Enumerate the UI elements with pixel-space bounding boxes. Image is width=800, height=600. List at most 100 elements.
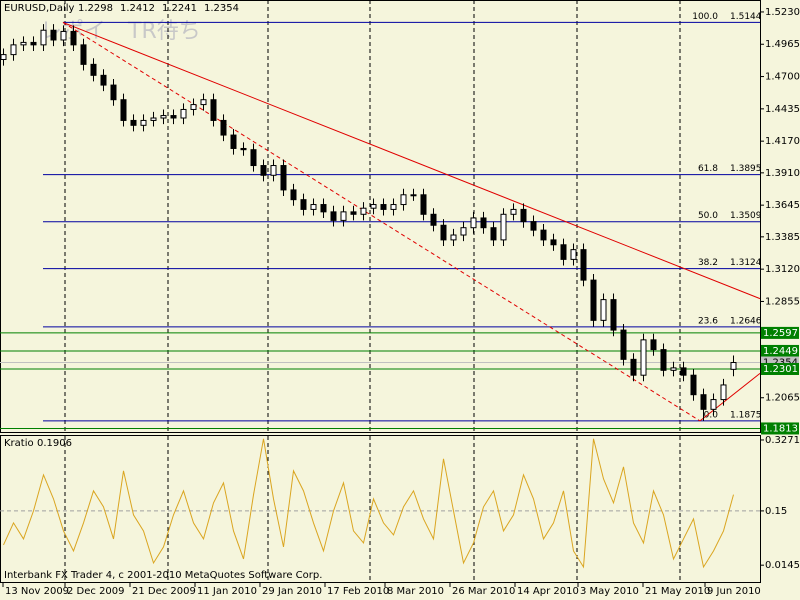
fib-price-label: 1.2646 <box>730 316 762 326</box>
fib-level-label: 0.0 <box>704 410 719 420</box>
candle-body <box>90 63 97 76</box>
candle-body <box>710 399 717 410</box>
header-value: 1.2412 <box>120 3 155 14</box>
candle-body <box>350 211 357 215</box>
candle-body <box>480 217 487 229</box>
x-tick-label: 13 Nov 2009 <box>5 586 69 597</box>
candle-body <box>60 30 67 41</box>
candle-body <box>70 30 77 46</box>
trendline <box>62 21 761 300</box>
fib-level-label: 38.2 <box>698 258 718 268</box>
candle-body <box>730 362 737 370</box>
fib-level-label: 61.8 <box>698 164 718 174</box>
y-tick-label: 1.2855 <box>765 296 800 307</box>
x-tick-label: 21 Dec 2009 <box>132 586 196 597</box>
candle-body <box>410 194 417 197</box>
fib-price-label: 1.3895 <box>730 164 762 174</box>
trendline <box>699 372 761 422</box>
y-tick-label: 1.3910 <box>765 168 800 179</box>
fib-price-label: 1.1875 <box>730 410 762 420</box>
candle-body <box>460 227 467 236</box>
x-tick-label: 26 Mar 2010 <box>452 586 515 597</box>
candle-body <box>50 29 57 41</box>
y-tick-label: 1.3385 <box>765 232 800 243</box>
x-tick-label: 8 Mar 2010 <box>387 586 444 597</box>
candle-body <box>610 299 617 331</box>
candle-body <box>150 117 157 121</box>
candle-body <box>240 147 247 151</box>
candle-body <box>570 249 577 260</box>
price-tag-label: 1.2597 <box>763 328 798 339</box>
fib-price-label: 1.3509 <box>730 211 762 221</box>
x-tick-label: 2 Dec 2009 <box>67 586 125 597</box>
fib-level-label: 50.0 <box>698 211 718 221</box>
candle-body <box>660 349 667 371</box>
candle-body <box>280 165 287 191</box>
candle-body <box>180 108 187 119</box>
x-tick-label: 9 Jun 2010 <box>707 586 761 597</box>
trendline <box>62 22 701 422</box>
candle-body <box>640 339 647 376</box>
candle-body <box>140 119 147 126</box>
candle-body <box>390 204 397 210</box>
main-pane <box>0 0 761 433</box>
candle-body <box>210 99 217 121</box>
candle-body <box>380 204 387 210</box>
x-tick-label: 21 May 2010 <box>645 586 710 597</box>
candle-body <box>440 224 447 241</box>
candle-body <box>450 234 457 241</box>
header-value: 1.2241 <box>162 3 197 14</box>
candle-body <box>80 44 87 65</box>
y-tick-label: 1.5230 <box>765 7 800 18</box>
indicator-title: Kratio <box>4 438 34 449</box>
indicator-y-tick-label: 0.0145 <box>765 560 800 571</box>
price-tag-label: 1.2449 <box>763 346 798 357</box>
candle-body <box>510 208 517 215</box>
y-tick-label: 1.2065 <box>765 393 800 404</box>
candle-body <box>670 367 677 371</box>
fib-level-label: 100.0 <box>692 12 718 22</box>
candle-body <box>690 374 697 396</box>
candle-body <box>220 119 227 136</box>
candle-body <box>340 211 347 221</box>
candle-body <box>560 244 567 260</box>
x-tick-label: 29 Jan 2010 <box>262 586 322 597</box>
candle-body <box>650 339 657 351</box>
y-tick-label: 1.4435 <box>765 104 800 115</box>
indicator-pane <box>0 435 761 583</box>
price-tag <box>761 422 799 435</box>
fib-price-label: 1.5144 <box>730 12 762 22</box>
candle-body <box>300 199 307 210</box>
candle-body <box>490 227 497 241</box>
candle-body <box>680 367 687 376</box>
candle-body <box>530 221 537 231</box>
candle-body <box>10 44 17 56</box>
candle-body <box>160 115 167 119</box>
footer: Interbank FX Trader 4, c 2001-2010 MetaQ… <box>4 570 322 581</box>
x-tick-label: 14 Apr 2010 <box>517 586 579 597</box>
candle-body <box>370 204 377 209</box>
candle-body <box>720 384 727 401</box>
candle-body <box>290 189 297 201</box>
candle-body <box>310 204 317 210</box>
candle-body <box>620 329 627 360</box>
y-tick-label: 1.3645 <box>765 200 800 211</box>
candle-body <box>20 41 27 46</box>
x-tick-label: 17 Feb 2010 <box>327 586 389 597</box>
candle-body <box>40 29 47 46</box>
indicator-y-tick-label: 0.3271 <box>765 435 800 446</box>
x-tick-label: 3 May 2010 <box>580 586 639 597</box>
price-tag <box>761 362 799 375</box>
candle-body <box>360 207 367 215</box>
fib-price-label: 1.3124 <box>730 258 762 268</box>
watermark: レポイ TR待ち <box>40 19 201 44</box>
candle-body <box>250 149 257 167</box>
candle-body <box>130 119 137 126</box>
candle-body <box>0 54 7 60</box>
candle-body <box>120 99 127 121</box>
candle-body <box>400 194 407 206</box>
indicator-last: 0.1906 <box>37 438 72 449</box>
price-tag <box>761 326 799 339</box>
